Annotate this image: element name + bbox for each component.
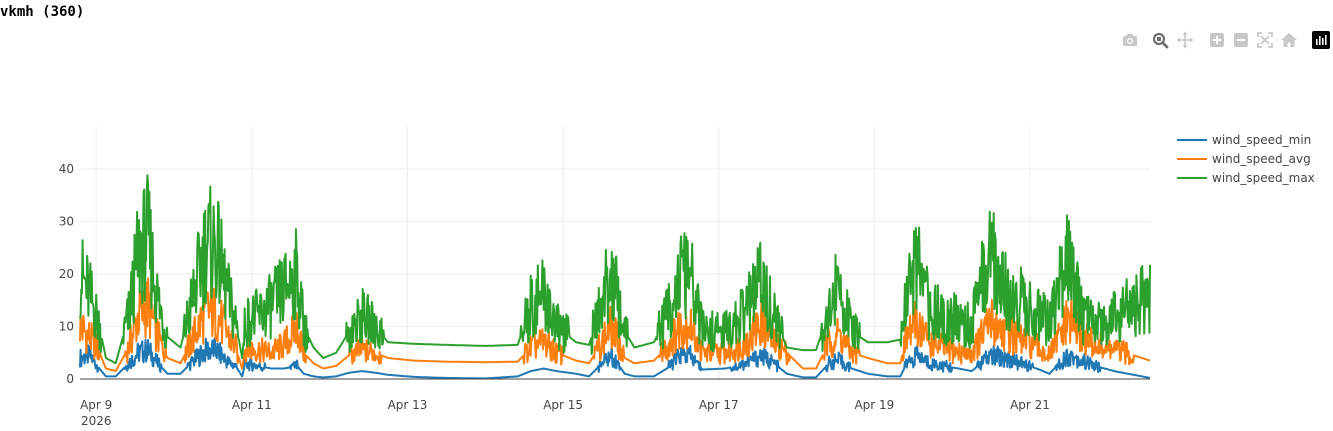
legend: wind_speed_min wind_speed_avg wind_speed… — [1172, 130, 1332, 187]
y-tick-label: 10 — [59, 320, 74, 334]
x-tick-sublabel: 2026 — [81, 414, 112, 428]
x-tick-label: Apr 13 — [388, 398, 428, 412]
x-tick-label: Apr 17 — [699, 398, 739, 412]
camera-icon[interactable] — [1120, 30, 1140, 50]
x-tick-label: Apr 21 — [1010, 398, 1050, 412]
y-tick-label: 20 — [59, 267, 74, 281]
legend-label: wind_speed_max — [1212, 170, 1315, 185]
zoom-out-icon[interactable] — [1231, 30, 1251, 50]
plotly-logo-icon[interactable] — [1311, 30, 1331, 50]
x-tick-label: Apr 15 — [543, 398, 583, 412]
x-tick-label: Apr 19 — [854, 398, 894, 412]
x-tick-label: Apr 9 — [80, 398, 112, 412]
legend-swatch — [1177, 176, 1207, 179]
pan-icon[interactable] — [1175, 30, 1195, 50]
legend-label: wind_speed_min — [1212, 132, 1312, 147]
legend-item-wind-speed-avg[interactable]: wind_speed_avg — [1172, 149, 1332, 168]
legend-swatch — [1177, 138, 1207, 141]
y-tick-label: 40 — [59, 162, 74, 176]
zoom-icon[interactable] — [1150, 30, 1170, 50]
modebar — [1118, 30, 1333, 50]
y-tick-label: 30 — [59, 215, 74, 229]
series-line-wind-speed-min — [79, 336, 1151, 380]
autoscale-icon[interactable] — [1255, 30, 1275, 50]
legend-swatch — [1177, 157, 1207, 160]
zoom-in-icon[interactable] — [1207, 30, 1227, 50]
series-line-wind-speed-avg — [79, 277, 1151, 373]
home-icon[interactable] — [1279, 30, 1299, 50]
legend-item-wind-speed-min[interactable]: wind_speed_min — [1172, 130, 1332, 149]
legend-item-wind-speed-max[interactable]: wind_speed_max — [1172, 168, 1332, 187]
page-title: vkmh (360) — [0, 4, 85, 20]
series-line-wind-speed-max — [79, 174, 1151, 365]
y-tick-label: 0 — [66, 372, 74, 386]
legend-label: wind_speed_avg — [1212, 151, 1311, 166]
axis-layer: 0 10 20 30 40 Apr 9 2026 Apr 11 Apr 13 Apr 15 Apr … — [59, 162, 1150, 428]
x-tick-label: Apr 11 — [232, 398, 272, 412]
series-layer — [79, 174, 1151, 380]
